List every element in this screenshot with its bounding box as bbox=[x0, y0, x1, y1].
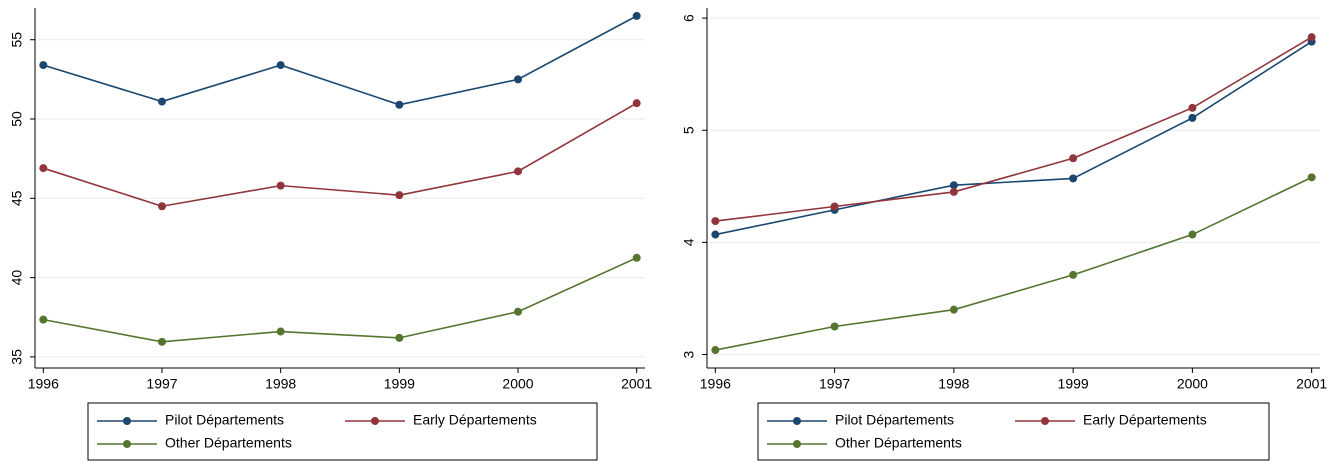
series-line bbox=[43, 15, 638, 106]
data-point bbox=[157, 97, 166, 106]
x-tick-label: 1996 bbox=[28, 376, 59, 392]
data-point bbox=[1307, 173, 1316, 182]
legend-box bbox=[87, 402, 598, 461]
legend-label: Early Départements bbox=[413, 412, 537, 428]
legend-marker bbox=[793, 417, 801, 425]
x-tick-label: 1997 bbox=[819, 376, 850, 392]
legend-label: Early Départements bbox=[1083, 412, 1207, 428]
legend-label: Other Départements bbox=[835, 435, 962, 451]
series-line bbox=[715, 36, 1313, 222]
y-tick-label: 3 bbox=[681, 350, 697, 358]
data-point bbox=[514, 75, 523, 84]
data-point bbox=[39, 61, 48, 70]
x-tick-label: 2000 bbox=[502, 376, 533, 392]
legend-marker bbox=[123, 417, 131, 425]
data-point bbox=[1069, 154, 1078, 163]
x-tick-label: 1997 bbox=[146, 376, 177, 392]
legend-marker bbox=[123, 440, 131, 448]
data-point bbox=[830, 202, 839, 211]
y-tick-label: 55 bbox=[9, 32, 25, 48]
data-point bbox=[949, 181, 958, 190]
data-point bbox=[395, 191, 404, 200]
data-point bbox=[632, 11, 641, 20]
y-tick-label: 45 bbox=[9, 190, 25, 206]
x-tick-label: 1998 bbox=[265, 376, 296, 392]
legend-box bbox=[757, 402, 1270, 461]
series-line bbox=[715, 176, 1312, 351]
legend-label: Pilot Départements bbox=[165, 412, 284, 428]
data-point bbox=[395, 333, 404, 342]
data-point bbox=[949, 305, 958, 314]
series-line bbox=[43, 102, 638, 208]
y-tick-label: 5 bbox=[681, 126, 697, 134]
x-tick-label: 2001 bbox=[1296, 376, 1327, 392]
y-tick-label: 40 bbox=[9, 270, 25, 286]
series-line bbox=[43, 257, 638, 343]
data-point bbox=[949, 187, 958, 196]
x-tick-label: 1996 bbox=[700, 376, 731, 392]
data-point bbox=[1188, 103, 1197, 112]
y-tick-label: 50 bbox=[9, 111, 25, 127]
data-point bbox=[711, 217, 720, 226]
data-point bbox=[276, 181, 285, 190]
legend-marker bbox=[371, 417, 379, 425]
data-point bbox=[830, 322, 839, 331]
x-tick-label: 2001 bbox=[621, 376, 652, 392]
data-point bbox=[1188, 230, 1197, 239]
data-point bbox=[157, 202, 166, 211]
y-tick-label: 4 bbox=[681, 238, 697, 246]
data-point bbox=[632, 253, 641, 262]
data-point bbox=[276, 327, 285, 336]
legend-label: Other Départements bbox=[165, 435, 292, 451]
data-point bbox=[632, 99, 641, 108]
series-line bbox=[715, 40, 1313, 236]
data-point bbox=[39, 164, 48, 173]
data-point bbox=[711, 346, 720, 355]
data-point bbox=[276, 61, 285, 70]
x-tick-label: 1998 bbox=[938, 376, 969, 392]
data-point bbox=[1188, 113, 1197, 122]
legend-marker bbox=[1041, 417, 1049, 425]
legend-marker bbox=[793, 440, 801, 448]
x-tick-label: 1999 bbox=[384, 376, 415, 392]
data-point bbox=[1069, 270, 1078, 279]
data-point bbox=[711, 230, 720, 239]
data-point bbox=[39, 315, 48, 324]
data-point bbox=[514, 307, 523, 316]
y-tick-label: 35 bbox=[9, 349, 25, 365]
x-tick-label: 2000 bbox=[1177, 376, 1208, 392]
x-tick-label: 1999 bbox=[1058, 376, 1089, 392]
data-point bbox=[395, 100, 404, 109]
data-point bbox=[1069, 174, 1078, 183]
data-point bbox=[1307, 33, 1316, 42]
data-point bbox=[157, 337, 166, 346]
data-point bbox=[514, 167, 523, 176]
y-tick-label: 6 bbox=[681, 14, 697, 22]
legend-label: Pilot Départements bbox=[835, 412, 954, 428]
